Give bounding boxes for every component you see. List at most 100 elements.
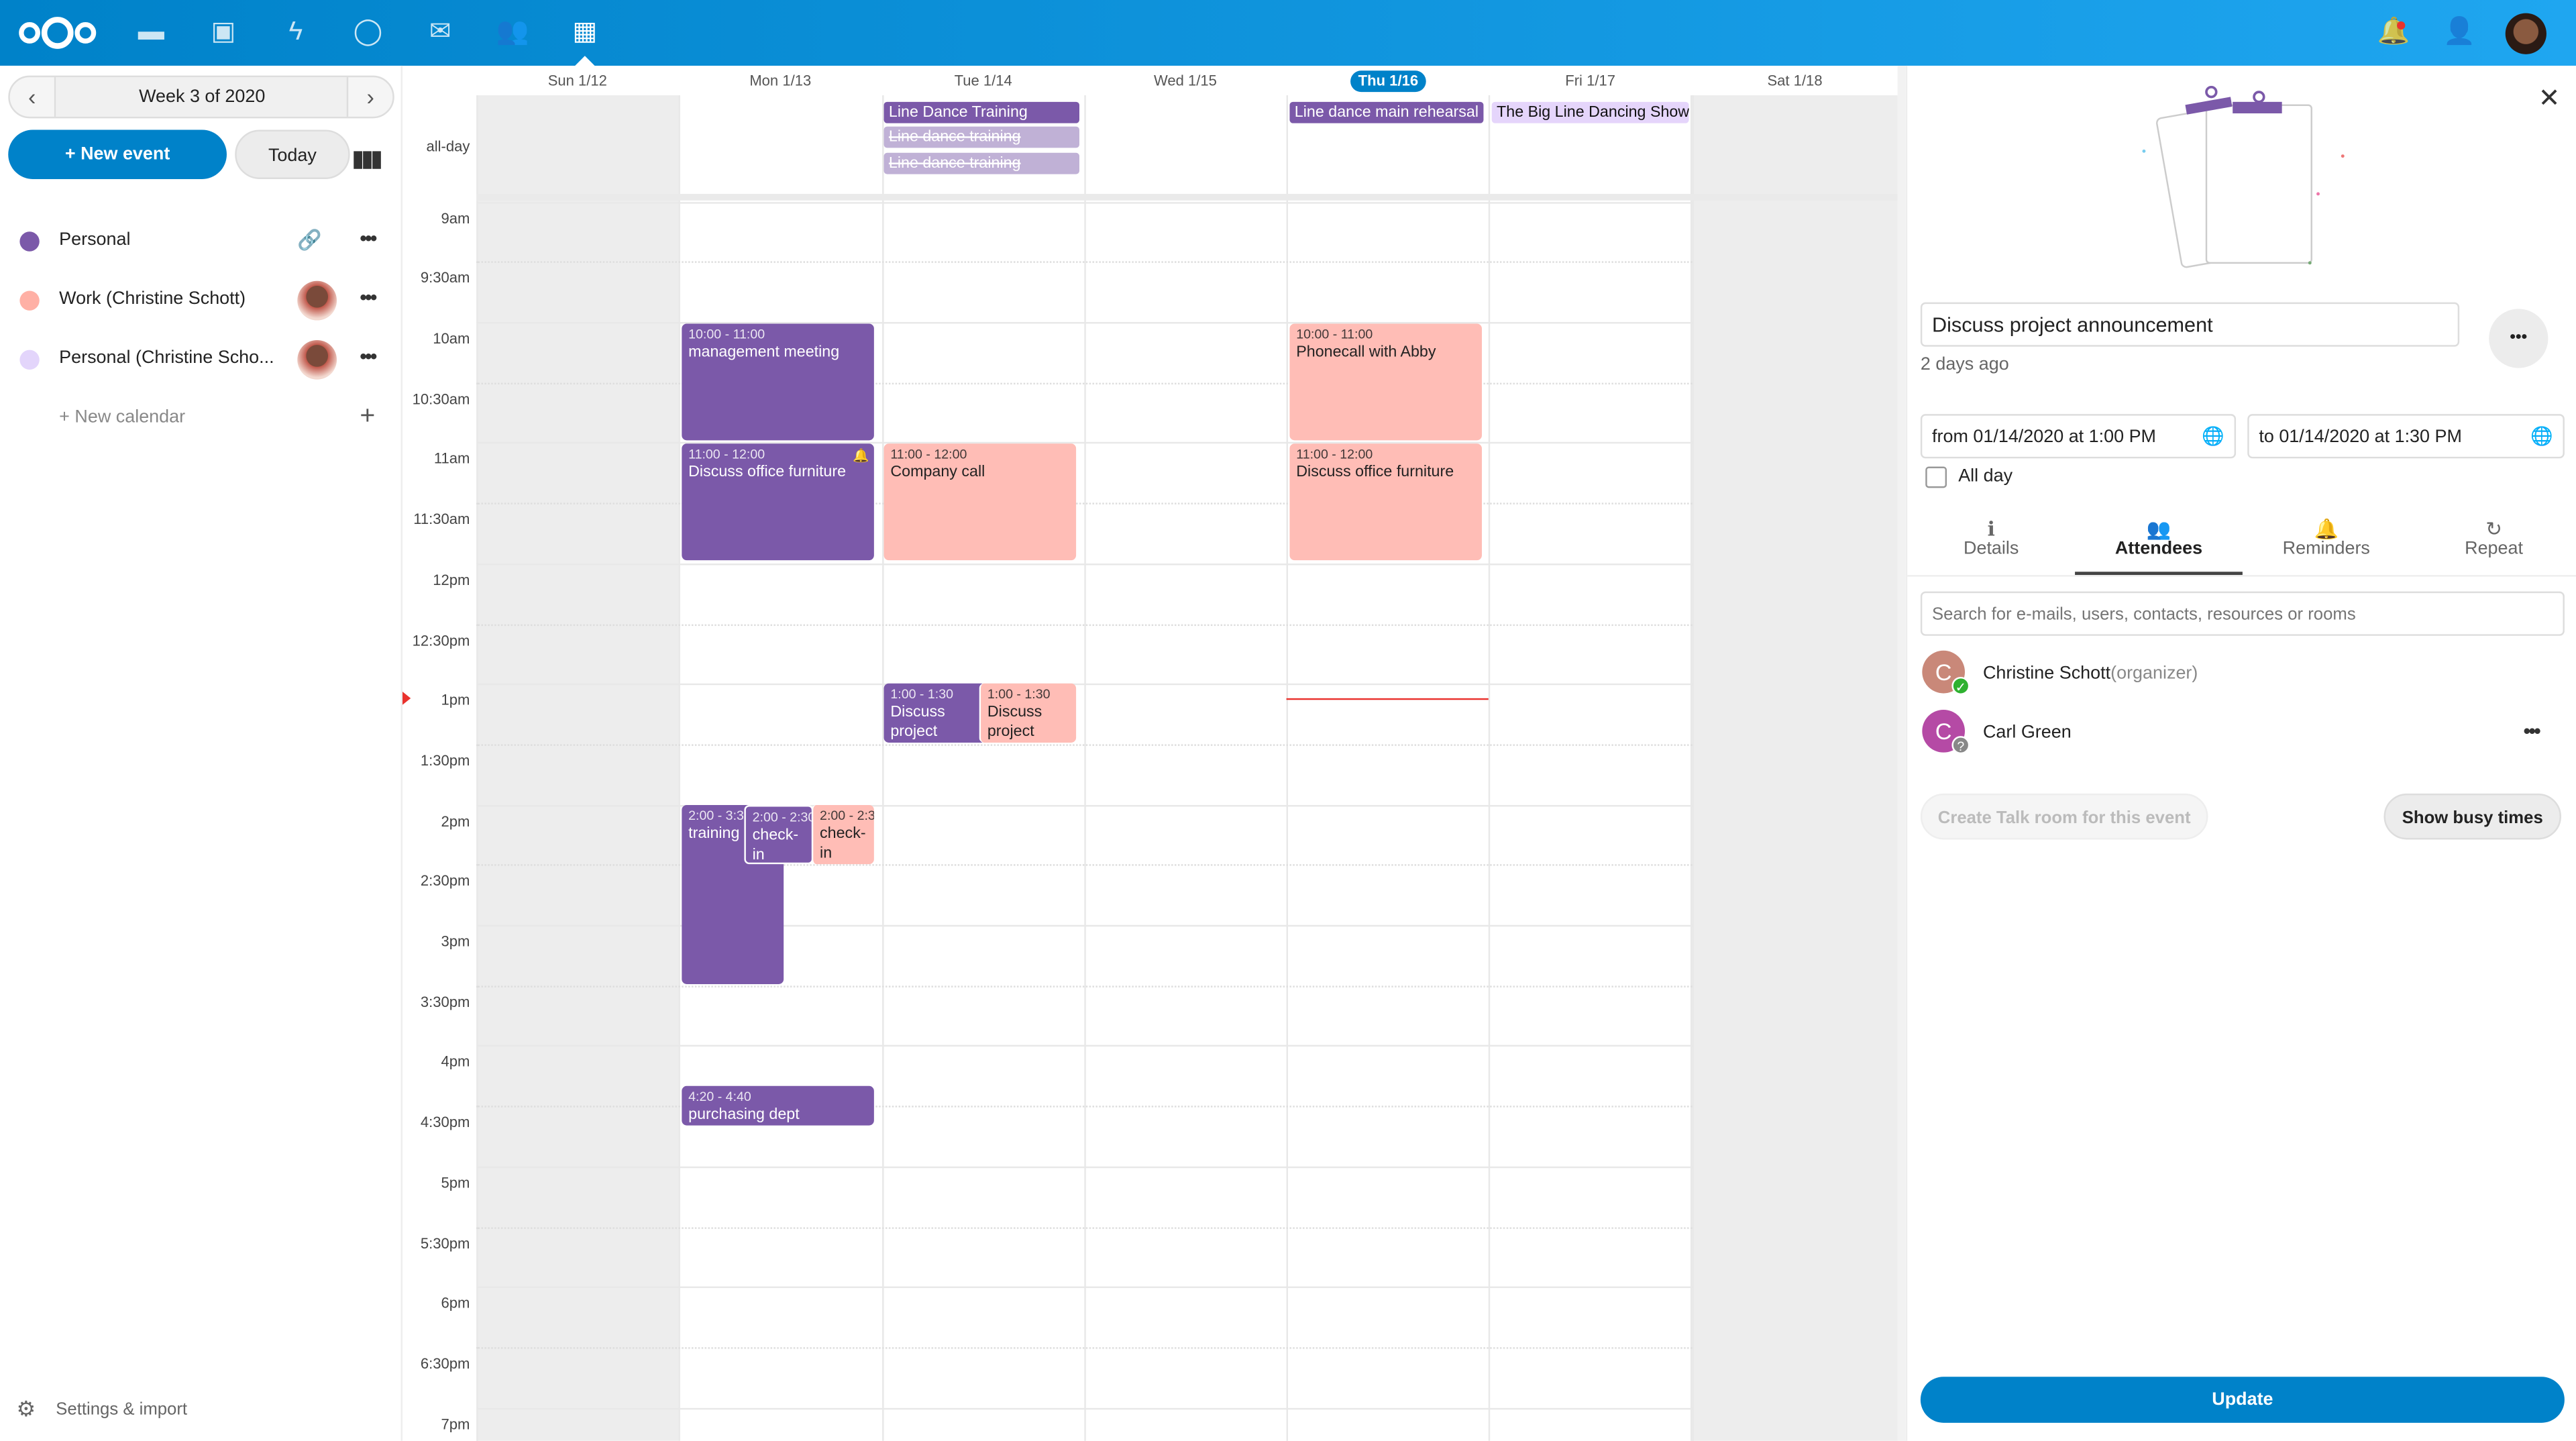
week-label[interactable]: Week 3 of 2020	[56, 77, 349, 117]
calendar-color-dot[interactable]	[19, 290, 40, 311]
allday-event[interactable]: The Big Line Dancing Show	[1491, 101, 1689, 123]
new-event-button[interactable]: + New event	[8, 129, 227, 179]
timezone-globe-icon[interactable]: 🌐	[2202, 427, 2224, 447]
allday-event-cancelled[interactable]: Line dance training	[883, 126, 1079, 148]
allday-event-cancelled[interactable]: Line dance training	[883, 152, 1079, 174]
time-label: 1:30pm	[420, 752, 470, 769]
start-date-input[interactable]: from 01/14/2020 at 1:00 PM 🌐	[1920, 414, 2237, 459]
settings-button[interactable]: ⚙ Settings & import	[16, 1397, 345, 1426]
event-time: 2:00 - 2:30	[820, 808, 874, 823]
day-column-mon[interactable]	[678, 95, 882, 1441]
tab-reminders[interactable]: 🔔 Reminders	[2243, 513, 2410, 575]
event[interactable]: 10:00 - 11:00 Phonecall with Abby	[1289, 323, 1482, 441]
hour-gridline	[476, 1106, 1693, 1108]
notifications-icon[interactable]: 🔔	[2377, 17, 2410, 46]
calendar-item-personal-shared[interactable]: Personal (Christine Scho... •••	[0, 335, 402, 384]
view-switcher-icon[interactable]: ▮▮▮	[352, 144, 383, 171]
attendee-options-icon[interactable]: •••	[2523, 719, 2541, 743]
share-link-icon[interactable]: 🔗	[297, 228, 322, 252]
allday-event[interactable]: Line Dance Training	[883, 101, 1079, 123]
event[interactable]: 1:00 - 1:30 Discuss project	[979, 683, 1077, 743]
grid-scrollbar[interactable]	[1897, 65, 1906, 1441]
update-button[interactable]: Update	[1920, 1377, 2565, 1423]
hour-gridline	[476, 684, 1693, 686]
tab-repeat[interactable]: ↻ Repeat	[2410, 513, 2576, 575]
day-column-tue[interactable]	[882, 95, 1084, 1441]
user-avatar[interactable]	[2505, 13, 2546, 54]
day-column-fri[interactable]	[1488, 95, 1693, 1441]
tab-label: Repeat	[2465, 539, 2524, 559]
files-icon[interactable]: ▬	[138, 17, 164, 46]
event-time: 1:00 - 1:30	[987, 686, 1051, 702]
current-time-line	[1286, 698, 1489, 700]
contacts-icon[interactable]: 👥	[496, 17, 529, 46]
event[interactable]: 11:00 - 12:00 Company call	[883, 443, 1077, 561]
calendar-item-personal[interactable]: Personal 🔗 •••	[0, 217, 402, 266]
event[interactable]: 11:00 - 12:00 Discuss office furniture 🔔	[682, 443, 874, 561]
more-options-icon[interactable]: •••	[360, 286, 377, 309]
day-header: Wed 1/15	[1153, 72, 1217, 89]
time-label: 11:30am	[413, 511, 470, 528]
calendar-icon[interactable]: ▦	[572, 17, 598, 46]
create-talk-room-button[interactable]: Create Talk room for this event	[1920, 793, 2208, 840]
tab-details[interactable]: ℹ Details	[1907, 513, 2075, 575]
timezone-globe-icon[interactable]: 🌐	[2530, 427, 2553, 447]
more-options-icon[interactable]: •••	[360, 226, 377, 250]
day-header: Mon 1/13	[749, 72, 812, 89]
tab-attendees[interactable]: 👥 Attendees	[2075, 513, 2243, 576]
event-title: Discuss office furniture	[688, 463, 847, 482]
plus-icon[interactable]: +	[360, 403, 376, 431]
sidebar: ‹ Week 3 of 2020 › + New event Today ▮▮▮…	[0, 65, 403, 1441]
all-day-checkbox[interactable]	[1925, 466, 1947, 488]
previous-week-button[interactable]: ‹	[10, 77, 56, 117]
repeat-icon: ↻	[2485, 517, 2502, 541]
time-label: 2pm	[441, 812, 470, 829]
event-illustration	[2142, 85, 2345, 268]
event[interactable]: 10:00 - 11:00 management meeting	[682, 323, 874, 441]
next-week-button[interactable]: ›	[346, 77, 393, 117]
event-time: 11:00 - 12:00	[688, 447, 765, 462]
mail-icon[interactable]: ✉	[429, 17, 451, 46]
close-icon[interactable]: ✕	[2538, 85, 2561, 113]
event-title: Company call	[890, 463, 985, 482]
nextcloud-logo[interactable]	[16, 15, 98, 51]
calendar-item-work[interactable]: Work (Christine Schott) •••	[0, 276, 402, 325]
week-grid: Sun 1/12 Mon 1/13 Tue 1/14 Wed 1/15 Thu …	[402, 65, 1906, 1441]
event[interactable]: 4:20 - 4:40 purchasing dept	[682, 1085, 874, 1126]
day-column-sun[interactable]	[476, 95, 679, 1441]
activity-icon[interactable]: ϟ	[288, 17, 303, 46]
end-date-input[interactable]: to 01/14/2020 at 1:30 PM 🌐	[2247, 414, 2565, 459]
more-options-icon[interactable]: •••	[360, 345, 377, 368]
more-actions-button[interactable]: •••	[2489, 309, 2548, 368]
allday-event[interactable]: Line dance main rehearsal	[1289, 101, 1484, 123]
event-title: Discuss project announcement	[890, 703, 945, 741]
photos-icon[interactable]: ▣	[211, 17, 236, 46]
today-button[interactable]: Today	[235, 129, 350, 179]
new-calendar-button[interactable]: + New calendar +	[0, 394, 402, 443]
time-label: 9am	[441, 209, 470, 226]
allday-separator	[476, 193, 1898, 201]
calendar-color-dot[interactable]	[19, 231, 40, 252]
day-header: Sun 1/12	[547, 72, 607, 89]
time-label: 11am	[433, 450, 470, 468]
day-header: Fri 1/17	[1565, 72, 1615, 89]
event-title: training	[688, 824, 740, 843]
day-column-wed[interactable]	[1084, 95, 1286, 1441]
day-column-thu[interactable]	[1286, 95, 1489, 1441]
talk-icon[interactable]: ◯	[353, 17, 383, 46]
event[interactable]: 11:00 - 12:00 Discuss office furniture	[1289, 443, 1482, 561]
bell-icon: 🔔	[853, 448, 869, 464]
event-title-input[interactable]: Discuss project announcement	[1920, 302, 2460, 347]
day-column-sat[interactable]	[1692, 95, 1898, 1441]
hour-gridline	[476, 442, 1693, 445]
show-busy-times-button[interactable]: Show busy times	[2383, 793, 2561, 840]
contacts-menu-icon[interactable]: 👤	[2443, 17, 2476, 46]
notification-dot	[2397, 21, 2406, 30]
hour-gridline	[476, 1226, 1693, 1228]
attendee-search-input[interactable]	[1920, 591, 2565, 636]
calendar-color-dot[interactable]	[19, 350, 40, 370]
time-label: 12pm	[433, 571, 470, 588]
